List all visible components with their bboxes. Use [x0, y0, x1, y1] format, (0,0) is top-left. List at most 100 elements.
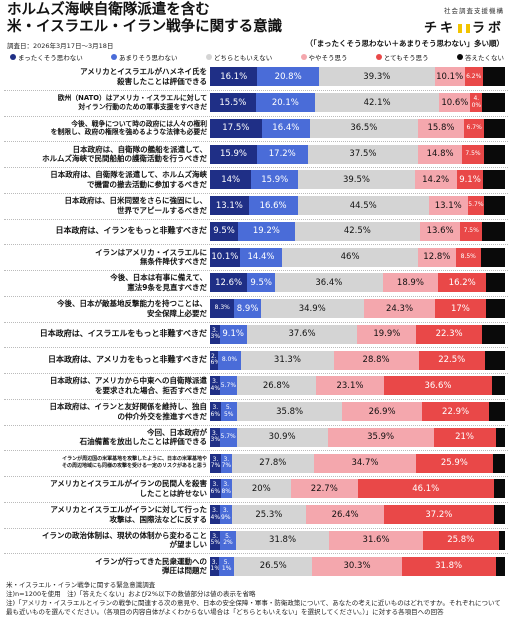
- bar-segment: 15.9%: [251, 170, 299, 190]
- bar-segment: 8.5%: [455, 247, 481, 267]
- data-label: 15.9%: [219, 149, 247, 160]
- legend-item: とてもそう思う: [375, 52, 429, 62]
- data-label: 42.1%: [363, 97, 391, 108]
- category-label-line: を制限し、政府の権限を強めるような法律も必要だ: [50, 128, 207, 137]
- legend-label: とてもそう思う: [383, 54, 429, 62]
- bar-segment: 9.5%: [210, 221, 239, 241]
- data-label: 25.9%: [440, 458, 468, 469]
- bar-segment: 12.8%: [417, 247, 456, 267]
- chart-row: 日本政府は、アメリカから中東への自衛隊派遣 を要求された場合、拒否すべきだ 3.4%…: [0, 373, 512, 399]
- bar-segment: 8.3%: [210, 299, 235, 319]
- chart-row: イランはアメリカ・イスラエルに 無条件降伏すべきだ 10.1% 14.4% 46% 12.…: [0, 244, 512, 270]
- bar-segment: 23.1%: [315, 376, 385, 396]
- data-label: 30.9%: [268, 432, 296, 443]
- bar-segment: [495, 556, 505, 576]
- stacked-bar: 13.1% 16.6% 44.5% 13.1% 5.7%: [210, 196, 505, 216]
- data-label: 36.5%: [350, 123, 378, 134]
- footnote: 注)「アメリカ・イスラエルとイランの戦争に関連する次の意見や、日本の安全保障・軍…: [6, 599, 501, 607]
- category-label-line: イランが行ってきた民衆運動への: [95, 556, 207, 566]
- category-label-line: 憲法9条を見直すべきだ: [127, 282, 207, 292]
- data-label: 42.5%: [343, 226, 371, 237]
- category-label: イランはアメリカ・イスラエルに 無条件降伏すべきだ: [4, 244, 207, 270]
- chart-row: 日本政府は、イランをもっと非難すべきだ 9.5% 19.2% 42.5% 13.6% 7.…: [0, 219, 512, 245]
- data-label: 13.6%: [426, 226, 454, 237]
- data-label: 3.1%: [210, 558, 220, 573]
- category-label-line: 日本政府は、イスラエルをもっと非難すべきだ: [39, 329, 207, 339]
- bar-segment: 3.7%: [220, 453, 232, 473]
- category-label: イランの政治体制は、現状の体制から変わること が望ましい: [4, 528, 207, 554]
- data-label: 3.4%: [210, 378, 221, 392]
- data-label: 35.8%: [276, 406, 304, 417]
- data-label: 23.1%: [336, 380, 364, 391]
- data-label: 12.6%: [215, 277, 243, 288]
- org-name: 社会調査支援機構: [444, 7, 504, 15]
- bar-segment: 20%: [231, 479, 291, 499]
- data-label: 14.8%: [426, 149, 454, 160]
- data-label: 10.1%: [436, 71, 464, 82]
- category-label: 日本政府は、自衛隊を派遣して、ホルムズ海峡 で機雷の撤去活動に参加するべきだ: [4, 167, 207, 193]
- category-label: 今後、日本が敵基地反撃能力を持つことは、 安全保障上必要だ: [4, 296, 207, 322]
- bar-segment: 31.6%: [329, 530, 423, 550]
- bar-segment: 15.9%: [210, 144, 257, 164]
- data-label: 15.8%: [427, 123, 455, 134]
- data-label: 3.9%: [221, 507, 231, 521]
- bar-segment: 8.0%: [217, 350, 242, 370]
- category-label: 欧州（NATO）はアメリカ・イスラエルに対して 対イラン行動のための軍事支援をすべ…: [4, 90, 207, 116]
- data-label: 16.6%: [259, 200, 287, 211]
- category-label-line: 日本政府は、イランをもっと非難すべきだ: [55, 226, 207, 236]
- bar-segment: [493, 505, 505, 525]
- bar-segment: 20.1%: [255, 93, 315, 113]
- bar-segment: 13.1%: [210, 196, 249, 216]
- bar-segment: 31.3%: [241, 350, 334, 370]
- category-label-line: 今後、日本が敵基地反撃能力を持つことは、: [57, 299, 207, 309]
- data-label: 26.9%: [368, 406, 396, 417]
- bar-segment: 3.7%: [210, 453, 221, 473]
- stacked-bar: 3.7% 3.7% 27.8% 34.7% 25.9%: [210, 453, 505, 473]
- legend-label: ややそう思う: [308, 54, 348, 62]
- data-label: 5.1%: [221, 558, 232, 573]
- bar-segment: [491, 376, 505, 396]
- data-label: 8.5%: [460, 252, 476, 260]
- data-label: 3.3%: [210, 429, 220, 444]
- data-label: 12.8%: [423, 252, 451, 263]
- data-label: 13.1%: [434, 200, 462, 211]
- row-separator: [4, 450, 508, 452]
- bar-segment: 7.5%: [461, 144, 485, 164]
- bar-segment: 42.5%: [294, 221, 421, 241]
- bar-segment: 22.5%: [418, 350, 485, 370]
- category-label-line: を要求された場合、拒否すべきだ: [95, 385, 207, 395]
- stacked-bar: 17.5% 16.4% 36.5% 15.8% 6.7%: [210, 118, 505, 138]
- bar-segment: [480, 247, 505, 267]
- data-label: 16.1%: [220, 71, 248, 82]
- row-separator: [4, 527, 508, 529]
- footnotes: 米・イスラエル・イラン戦争に関する緊急意識調査 注)n=1200を使用 注)「答…: [6, 581, 501, 617]
- chart-row: アメリカとイスラエルがハメネイ氏を 殺害したことは評価できる 16.1% 20.8% 3…: [0, 64, 512, 90]
- category-label: イランが行ってきた民衆運動への 弾圧は問題だ: [4, 553, 207, 579]
- data-label: 22.3%: [435, 329, 463, 340]
- data-label: 6.2%: [466, 72, 482, 80]
- bar-segment: 9.1%: [456, 170, 484, 190]
- bar-segment: 3.3%: [210, 324, 220, 344]
- data-label: 27.8%: [259, 458, 287, 469]
- bar-segment: [486, 273, 505, 293]
- data-label: 3.7%: [221, 455, 232, 470]
- stacked-bar: 3.3% 5.7% 30.9% 35.9% 21%: [210, 427, 505, 447]
- row-separator: [4, 244, 508, 246]
- category-label-line: の仲介外交を推進すべきだ: [117, 411, 207, 421]
- data-label: 19.2%: [252, 226, 280, 237]
- bar-segment: 14%: [210, 170, 252, 190]
- bar-segment: 31.8%: [401, 556, 496, 576]
- data-label: 44.5%: [349, 200, 377, 211]
- stacked-bar: 10.1% 14.4% 46% 12.8% 8.5%: [210, 247, 505, 267]
- data-label: 7.5%: [465, 149, 481, 157]
- stacked-bar: 15.5% 20.1% 42.1% 10.6% 4.0%: [210, 93, 505, 113]
- bar-segment: [482, 93, 505, 113]
- chart-row: 今回、日本政府が 石油備蓄を放出したことは評価できる 3.3% 5.7% 30.9% 35…: [0, 425, 512, 451]
- bar-segment: [482, 67, 505, 87]
- bar-segment: 3.5%: [210, 530, 221, 550]
- legend-swatch: [111, 54, 118, 60]
- data-label: 14.2%: [422, 174, 450, 185]
- chart-title-line: ホルムズ海峡自衛隊派遣を含む: [7, 2, 210, 18]
- brand-name-right: ラボ: [471, 21, 504, 36]
- category-label-line: で機雷の撤去活動に参加するべきだ: [87, 179, 207, 189]
